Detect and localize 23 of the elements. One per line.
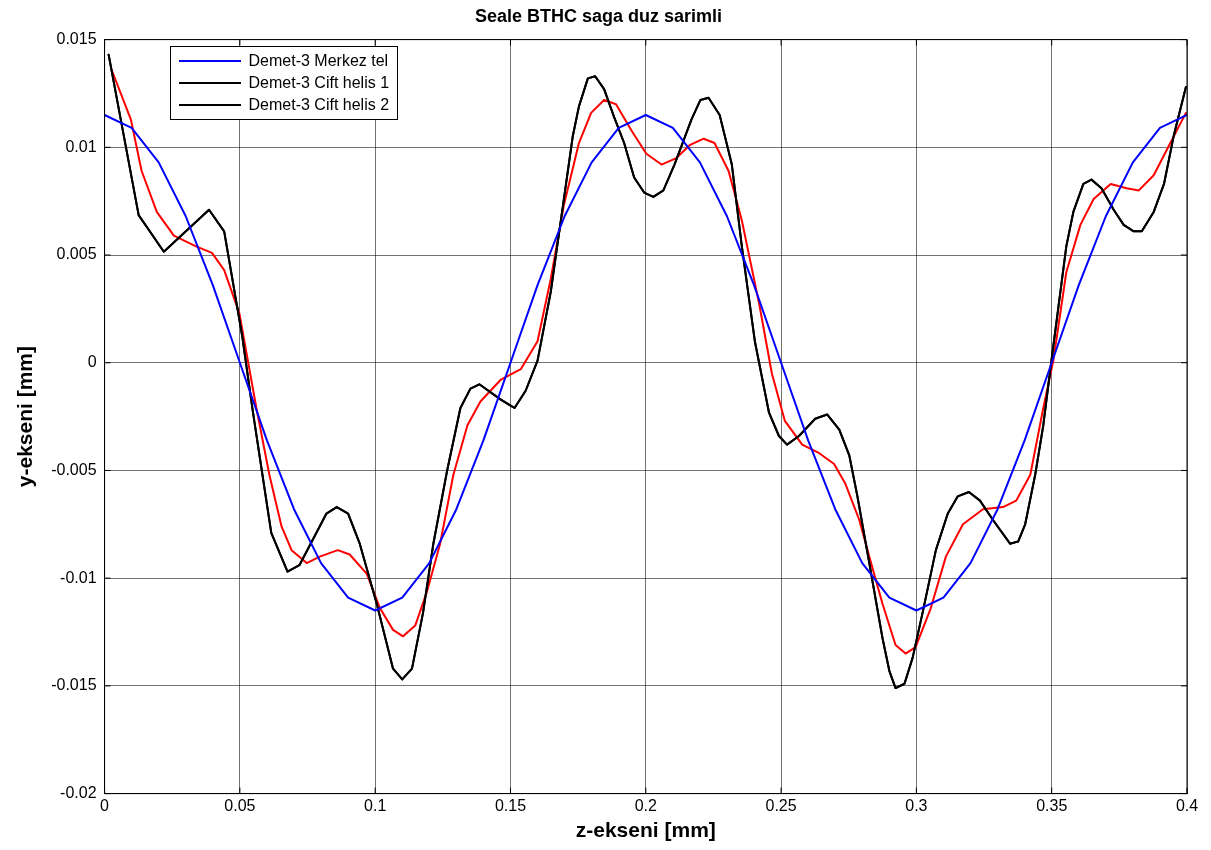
y-tick-label: -0.02 — [60, 784, 97, 802]
x-tick-label: 0.2 — [634, 796, 657, 814]
x-tick-label: 0 — [100, 796, 110, 814]
x-tick-label: 0.25 — [765, 796, 797, 814]
y-tick-label: 0.015 — [56, 30, 97, 48]
x-tick-label: 0.35 — [1036, 796, 1068, 814]
legend-label: Demet-3 Cift helis 2 — [248, 95, 390, 114]
y-tick-label: -0.005 — [51, 460, 97, 478]
x-tick-label: 0.4 — [1175, 796, 1199, 814]
y-tick-label: 0 — [87, 353, 97, 371]
x-tick-label: 0.05 — [224, 796, 256, 814]
x-axis-title: z-ekseni [mm] — [575, 818, 716, 842]
x-tick-label: 0.3 — [905, 796, 928, 814]
y-tick-label: -0.015 — [51, 676, 97, 694]
y-tick-label: 0.005 — [56, 245, 97, 263]
x-tick-label: 0.1 — [364, 796, 387, 814]
chart-title: Seale BTHC saga duz sarimli — [474, 5, 723, 26]
x-tick-label: 0.15 — [494, 796, 527, 814]
y-axis-title: y-ekseni [mm] — [13, 345, 37, 488]
y-tick-label: 0.01 — [65, 137, 97, 155]
y-tick-label: -0.01 — [60, 568, 97, 586]
legend-label: Demet-3 Merkez tel — [248, 51, 389, 70]
legend-label: Demet-3 Cift helis 1 — [248, 73, 390, 92]
